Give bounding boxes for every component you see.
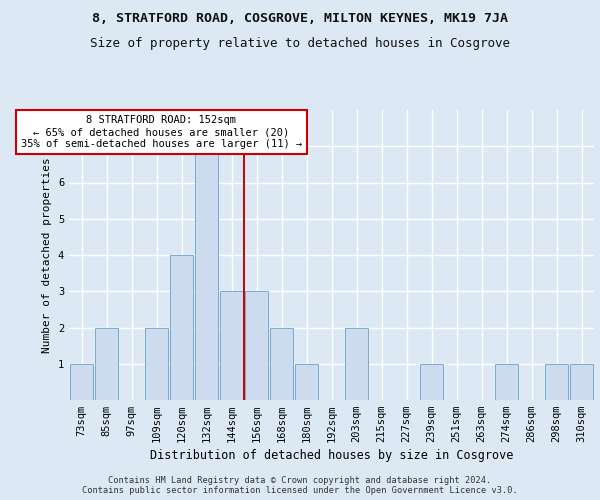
Text: Size of property relative to detached houses in Cosgrove: Size of property relative to detached ho… [90,38,510,51]
Bar [245,291,268,400]
Bar [95,328,118,400]
Text: 8 STRATFORD ROAD: 152sqm
← 65% of detached houses are smaller (20)
35% of semi-d: 8 STRATFORD ROAD: 152sqm ← 65% of detach… [21,116,302,148]
Bar [145,328,169,400]
Text: Contains HM Land Registry data © Crown copyright and database right 2024.
Contai: Contains HM Land Registry data © Crown c… [82,476,518,495]
Bar [220,291,244,400]
Bar [170,255,193,400]
Bar [419,364,443,400]
Bar [269,328,293,400]
Y-axis label: Number of detached properties: Number of detached properties [43,157,52,353]
X-axis label: Distribution of detached houses by size in Cosgrove: Distribution of detached houses by size … [150,450,513,462]
Bar [569,364,593,400]
Text: 8, STRATFORD ROAD, COSGROVE, MILTON KEYNES, MK19 7JA: 8, STRATFORD ROAD, COSGROVE, MILTON KEYN… [92,12,508,26]
Bar [295,364,319,400]
Bar [344,328,368,400]
Bar [70,364,94,400]
Bar [494,364,518,400]
Bar [194,146,218,400]
Bar [545,364,568,400]
